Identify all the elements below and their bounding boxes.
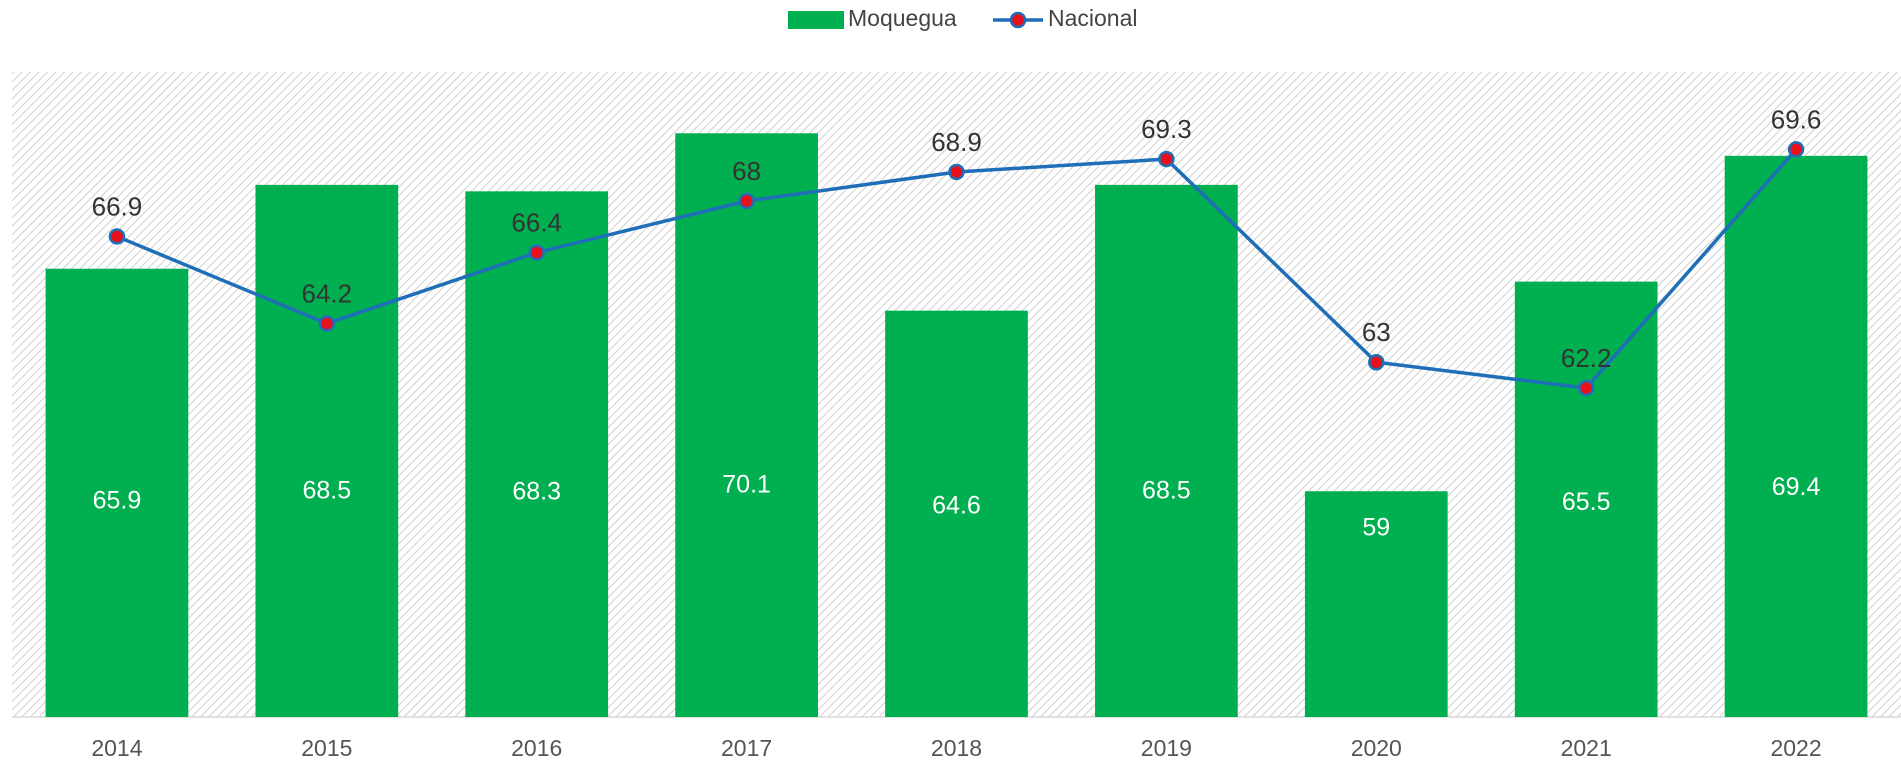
x-tick-label: 2022 xyxy=(1770,735,1821,761)
line-marker xyxy=(528,244,545,261)
x-tick-label: 2015 xyxy=(301,735,352,761)
bar xyxy=(1304,491,1448,717)
bar-label: 70.1 xyxy=(722,470,771,498)
bar xyxy=(255,184,399,717)
bar xyxy=(885,310,1028,717)
bar-label: 65.9 xyxy=(93,487,142,515)
line-marker xyxy=(1787,141,1805,158)
bar-label: 64.6 xyxy=(932,492,981,520)
line-marker xyxy=(1577,379,1595,397)
line-label: 63 xyxy=(1362,317,1391,347)
line-label: 66.4 xyxy=(511,207,562,237)
line-marker xyxy=(108,228,126,245)
line-marker xyxy=(948,163,965,181)
line-marker xyxy=(1368,354,1385,371)
line-label: 64.2 xyxy=(302,278,353,308)
bar xyxy=(45,268,189,717)
bar-label: 68.3 xyxy=(512,477,561,505)
bar xyxy=(465,191,609,717)
legend-text: Nacional xyxy=(1048,5,1138,31)
line-label: 66.9 xyxy=(92,191,143,221)
line-label: 68.9 xyxy=(931,127,982,157)
x-tick-label: 2017 xyxy=(721,735,772,761)
line-marker xyxy=(1158,150,1175,168)
line-label: 68 xyxy=(732,156,761,186)
legend-swatch xyxy=(1009,11,1027,29)
x-tick-label: 2020 xyxy=(1351,735,1402,761)
legend-text: Moquegua xyxy=(848,5,957,31)
bar xyxy=(1724,155,1868,718)
bar xyxy=(1095,184,1238,717)
line-label: 62.2 xyxy=(1561,343,1612,373)
bar-label: 68.5 xyxy=(1142,477,1191,505)
x-tick-label: 2019 xyxy=(1141,735,1192,761)
line-label: 69.6 xyxy=(1771,104,1822,134)
bar xyxy=(675,133,818,717)
legend-swatch xyxy=(788,11,844,29)
x-tick-label: 2021 xyxy=(1561,735,1612,761)
line-label: 69.3 xyxy=(1141,114,1192,144)
line-marker xyxy=(318,315,336,332)
bar-label: 69.4 xyxy=(1772,473,1821,501)
x-tick-label: 2014 xyxy=(91,735,142,761)
bar-label: 65.5 xyxy=(1562,488,1611,516)
x-tick-label: 2016 xyxy=(511,735,562,761)
bar-label: 59 xyxy=(1362,513,1390,541)
line-marker xyxy=(738,192,755,210)
bar xyxy=(1514,281,1658,717)
x-tick-label: 2018 xyxy=(931,735,982,761)
bar-label: 68.5 xyxy=(302,477,351,505)
